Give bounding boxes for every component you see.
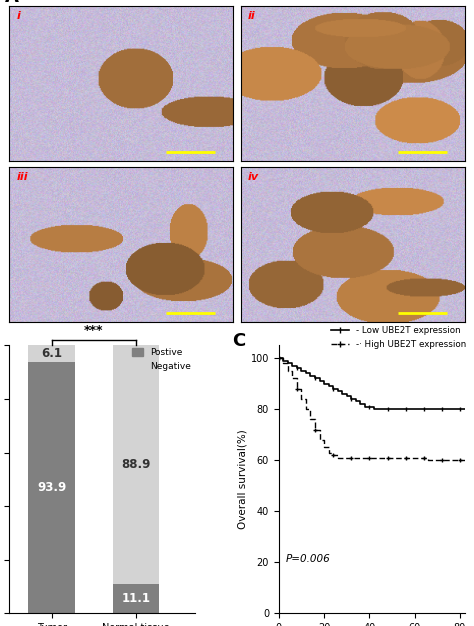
- Text: 6.1: 6.1: [41, 347, 62, 360]
- Bar: [28, 345, 75, 362]
- Text: C: C: [232, 332, 246, 350]
- Legend: Postive, Negative: Postive, Negative: [128, 344, 194, 374]
- Text: iv: iv: [248, 172, 259, 182]
- Text: 93.9: 93.9: [37, 481, 66, 494]
- Bar: [113, 345, 159, 583]
- Text: i: i: [16, 11, 20, 21]
- Legend: - Low UBE2T expression, -· High UBE2T expression: - Low UBE2T expression, -· High UBE2T ex…: [328, 323, 469, 352]
- Text: A: A: [5, 0, 19, 6]
- Text: 88.9: 88.9: [121, 458, 151, 471]
- Text: ii: ii: [248, 11, 256, 21]
- Text: P=0.006: P=0.006: [285, 555, 330, 565]
- Y-axis label: Overall survival(%): Overall survival(%): [238, 429, 248, 529]
- Text: ***: ***: [84, 324, 104, 337]
- Bar: [28, 362, 75, 613]
- Bar: [113, 583, 159, 613]
- Text: iii: iii: [16, 172, 28, 182]
- Text: 11.1: 11.1: [122, 592, 151, 605]
